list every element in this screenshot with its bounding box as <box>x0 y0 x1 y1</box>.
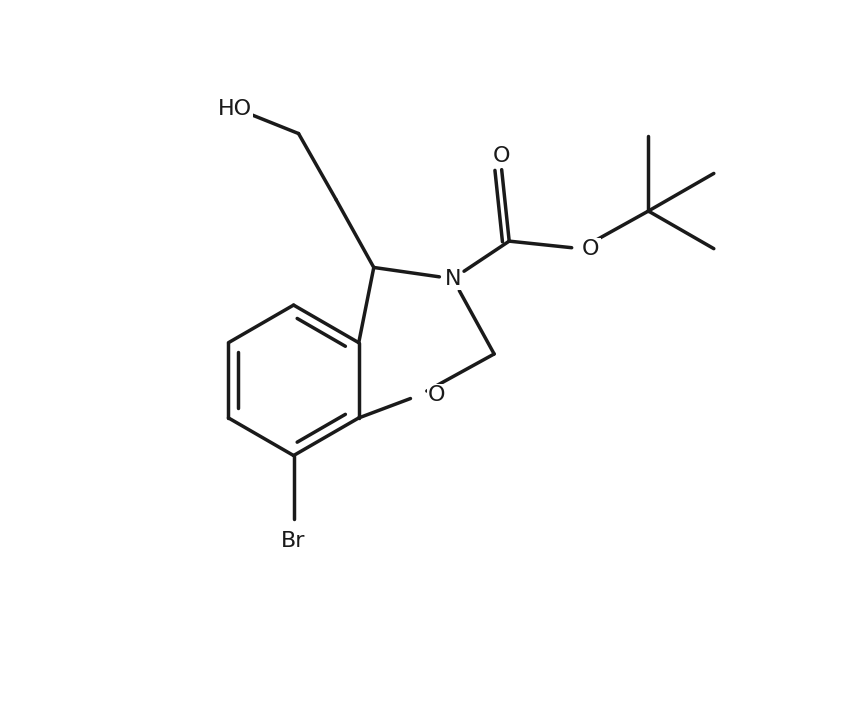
Text: O: O <box>428 385 445 406</box>
Text: HO: HO <box>218 100 251 119</box>
Text: O: O <box>583 239 600 259</box>
Text: N: N <box>444 269 461 288</box>
Text: O: O <box>493 146 511 166</box>
Text: Br: Br <box>281 531 305 551</box>
